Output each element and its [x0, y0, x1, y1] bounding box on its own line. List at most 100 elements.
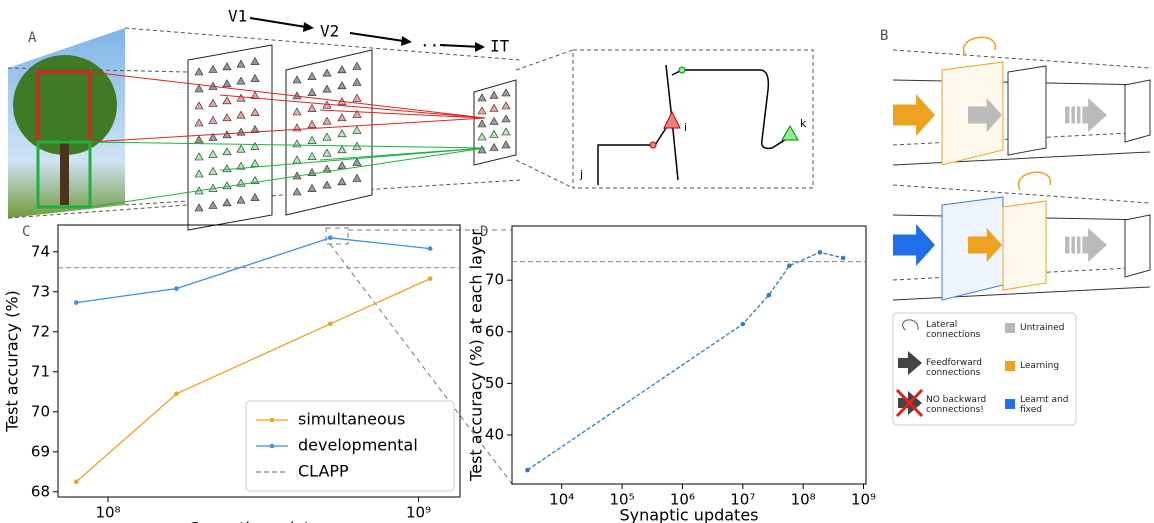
- neuron-glyph: [501, 101, 511, 110]
- y-tick-label: 73: [31, 282, 50, 300]
- legend-swatch: [1005, 323, 1015, 333]
- neuron-glyph: [208, 149, 218, 158]
- y-tick-label: 50: [485, 374, 504, 392]
- neuron-k: [781, 124, 799, 141]
- x-tick-label: 10⁴: [549, 491, 574, 509]
- block-arrow: [893, 94, 935, 136]
- legend-dot: [269, 417, 275, 423]
- neuron-label: i: [684, 121, 687, 134]
- red-connections: [89, 71, 486, 143]
- neuron-label: k: [800, 117, 807, 130]
- neuron-glyph: [222, 130, 232, 139]
- y-tick-label: 70: [31, 402, 50, 420]
- y-tick-label: 74: [31, 242, 50, 260]
- data-point: [817, 250, 823, 255]
- neuron-glyph: [337, 81, 347, 90]
- data-point: [525, 467, 530, 473]
- neuron-glyph: [322, 164, 332, 173]
- legend-swatch: [1005, 361, 1015, 371]
- y-tick-label: 71: [31, 362, 50, 380]
- neuron-glyph: [250, 107, 260, 116]
- neuron-glyph: [208, 98, 218, 107]
- x-axis-label: Synaptic updates: [619, 506, 758, 523]
- neuron-glyph: [292, 75, 302, 84]
- series-line: [76, 237, 431, 304]
- sheet-learning: [1002, 200, 1047, 291]
- neuron-glyph: [208, 132, 218, 141]
- neuron-glyph: [501, 127, 511, 136]
- data-point: [787, 263, 792, 269]
- x-tick-label: 10⁵: [610, 491, 635, 509]
- sheet-v2: [285, 49, 373, 216]
- neuron-glyph: [501, 114, 511, 123]
- panel-label: D: [480, 224, 488, 240]
- data-point: [766, 292, 772, 298]
- neuron-glyph: [194, 152, 204, 161]
- x-tick-label: 10⁸: [791, 491, 816, 509]
- lateral-loop: [962, 36, 996, 56]
- neuron-glyph: [337, 113, 347, 122]
- y-tick-label: 70: [485, 271, 504, 289]
- neuron-glyph: [194, 101, 204, 110]
- x-tick-label: 10⁸: [95, 504, 120, 522]
- neuron-glyph: [337, 161, 347, 170]
- neuron-glyph: [322, 68, 332, 77]
- block-arrow: [968, 228, 1002, 262]
- neuron-glyph: [222, 147, 232, 156]
- neuron-glyph: [222, 198, 232, 207]
- neuron-glyph: [322, 148, 332, 157]
- legend-text: NO backward connections!: [926, 395, 987, 415]
- y-axis-label: Test accuracy (%): [3, 290, 22, 433]
- y-tick-label: 72: [31, 322, 50, 340]
- panel-label: A: [28, 30, 37, 46]
- neuron-glyph: [250, 73, 260, 82]
- neuron-glyph: [208, 200, 218, 209]
- neuron-glyph: [208, 64, 218, 73]
- b-legend-box: [892, 312, 1077, 426]
- neuron-glyph: [222, 79, 232, 88]
- legend-text: Feedforward connections: [926, 358, 982, 378]
- neuron-glyph: [322, 84, 332, 93]
- neuron-wires: [597, 64, 789, 185]
- x-tick-label: 10⁷: [730, 491, 755, 509]
- neuron-glyph: [307, 119, 317, 128]
- lateral-loop: [1017, 171, 1051, 191]
- plot-frame: [511, 225, 867, 485]
- neuron-glyph: [250, 141, 260, 150]
- neuron-glyph: [322, 116, 332, 125]
- x-tick-label: 10⁹: [406, 504, 431, 522]
- data-point: [328, 321, 333, 327]
- panel-label: B: [880, 28, 888, 44]
- sheet-untrained: [1124, 214, 1151, 278]
- neuron-glyph: [352, 125, 362, 134]
- neuron-glyph: [236, 195, 246, 204]
- legend-box: [245, 400, 455, 492]
- neuron-glyph: [337, 145, 347, 154]
- neuron-glyph: [322, 132, 332, 141]
- legend-text: Learning: [1020, 361, 1060, 371]
- neuron-glyph: [292, 187, 302, 196]
- neuron-glyph: [222, 62, 232, 71]
- neuron-glyph: [307, 71, 317, 80]
- legend-text: Learnt and fixed: [1020, 395, 1069, 415]
- neuron-glyph: [337, 177, 347, 186]
- neuron-glyph: [250, 56, 260, 65]
- neuron-glyph: [236, 76, 246, 85]
- neuron-box: [572, 49, 814, 189]
- neuron-glyph: [292, 107, 302, 116]
- neuron-glyph: [352, 93, 362, 102]
- neuron-glyph: [337, 65, 347, 74]
- neuron-glyph: [352, 61, 362, 70]
- stage-label: V1: [228, 7, 247, 26]
- neuron-glyph: [489, 129, 499, 138]
- legend-cross: [895, 388, 924, 418]
- data-point: [427, 246, 433, 251]
- block-arrow: [968, 98, 1002, 132]
- panel-b: [892, 36, 1151, 426]
- legend-label: CLAPP: [298, 462, 349, 481]
- x-axis-label: Synaptic updates: [189, 519, 328, 523]
- legend-swatch: [1005, 399, 1015, 409]
- tree-trunk: [60, 140, 69, 205]
- data-point: [73, 300, 79, 305]
- zoom-lines: [325, 227, 513, 485]
